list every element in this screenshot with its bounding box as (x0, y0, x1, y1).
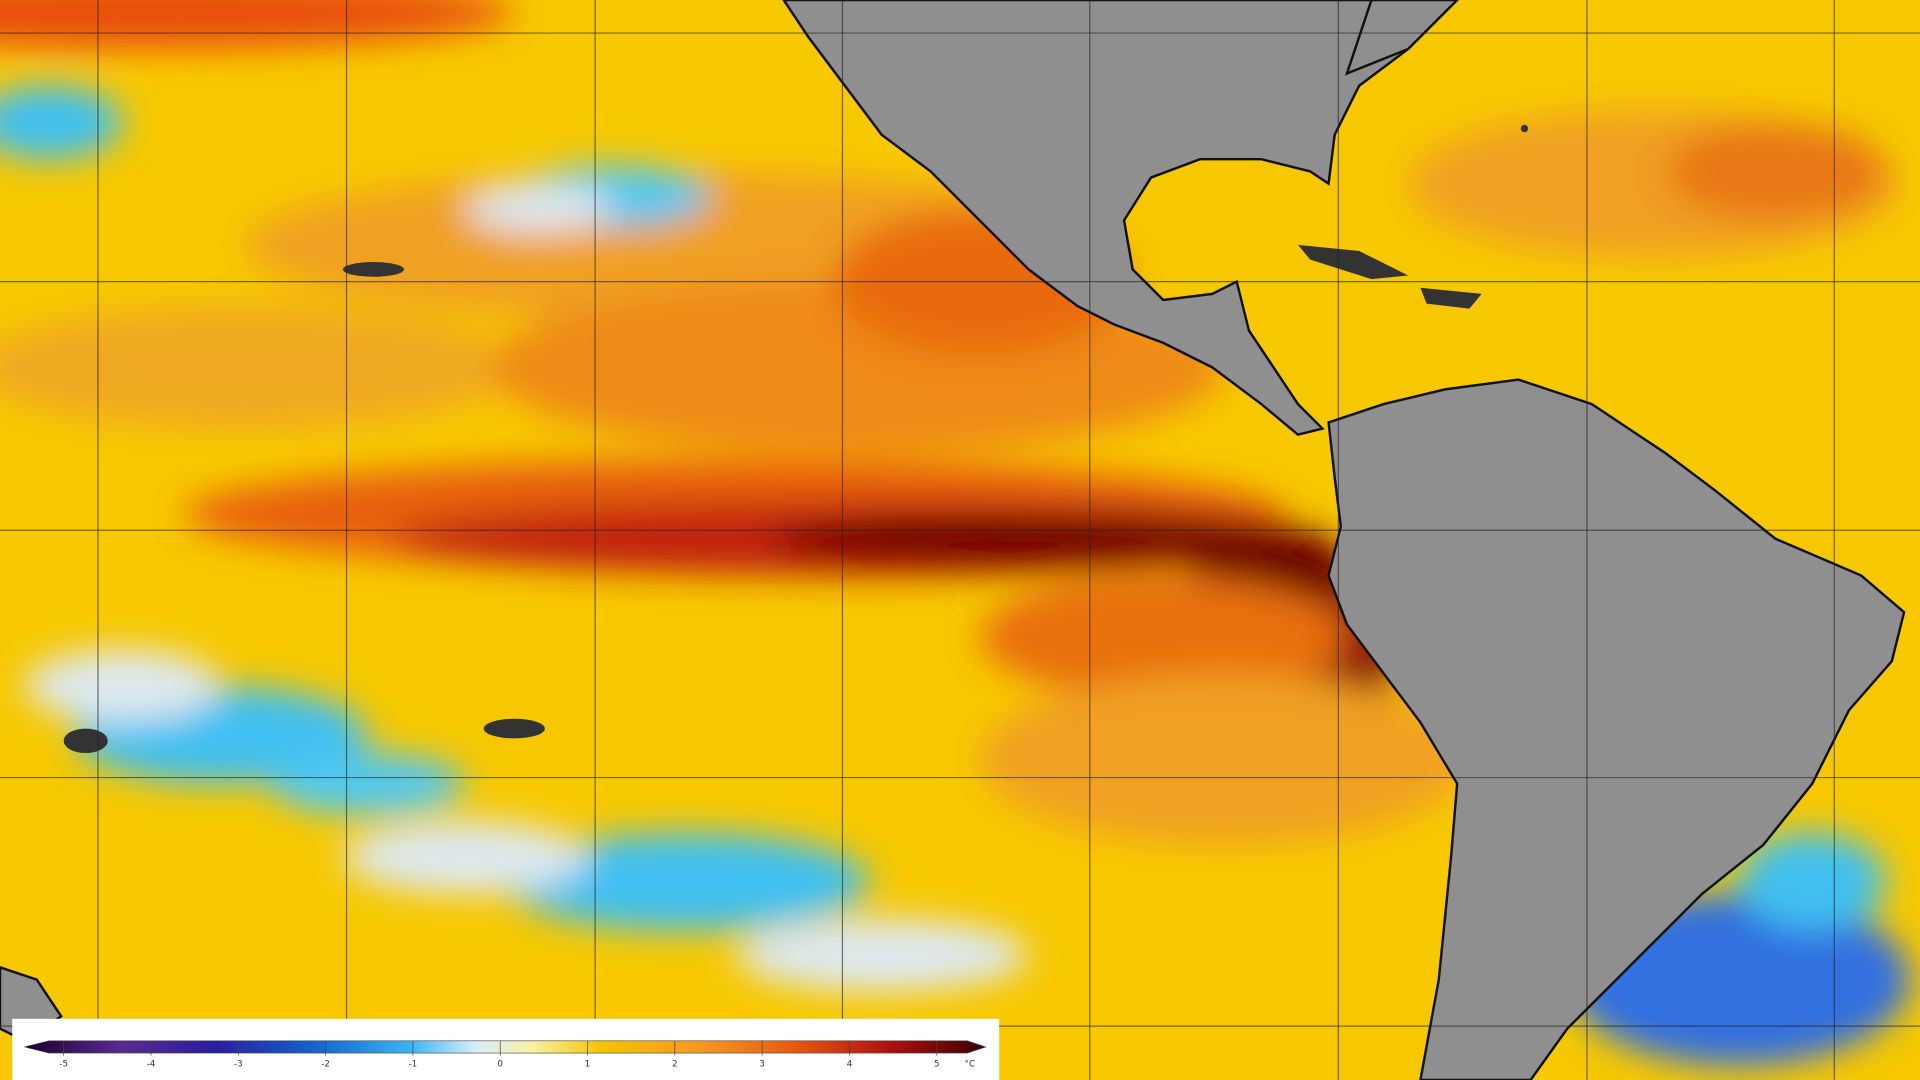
colorbar-tick-label: 2 (672, 1060, 677, 1070)
colorbar-tick-label: -1 (409, 1060, 418, 1070)
colorbar-tick-label: 3 (759, 1060, 764, 1070)
colorbar-tick-label: -3 (234, 1060, 243, 1070)
colorbar-scale (24, 1040, 987, 1054)
islands (63, 124, 1529, 754)
colorbar-tick-label: -5 (59, 1060, 68, 1070)
colorbar-tick-label: 5 (934, 1060, 939, 1070)
colorbar-tick-label: -4 (147, 1060, 156, 1070)
colorbar-tick-label: 0 (497, 1060, 502, 1070)
colorbar-unit: °C (965, 1060, 975, 1070)
colorbar: -5 -4 -3 -2 -1 0 1 2 3 4 5 °C (12, 1018, 1000, 1080)
colorbar-tick-label: 4 (847, 1060, 852, 1070)
colorbar-tick-label: -2 (321, 1060, 330, 1070)
colorbar-tick-label: 1 (585, 1060, 590, 1070)
